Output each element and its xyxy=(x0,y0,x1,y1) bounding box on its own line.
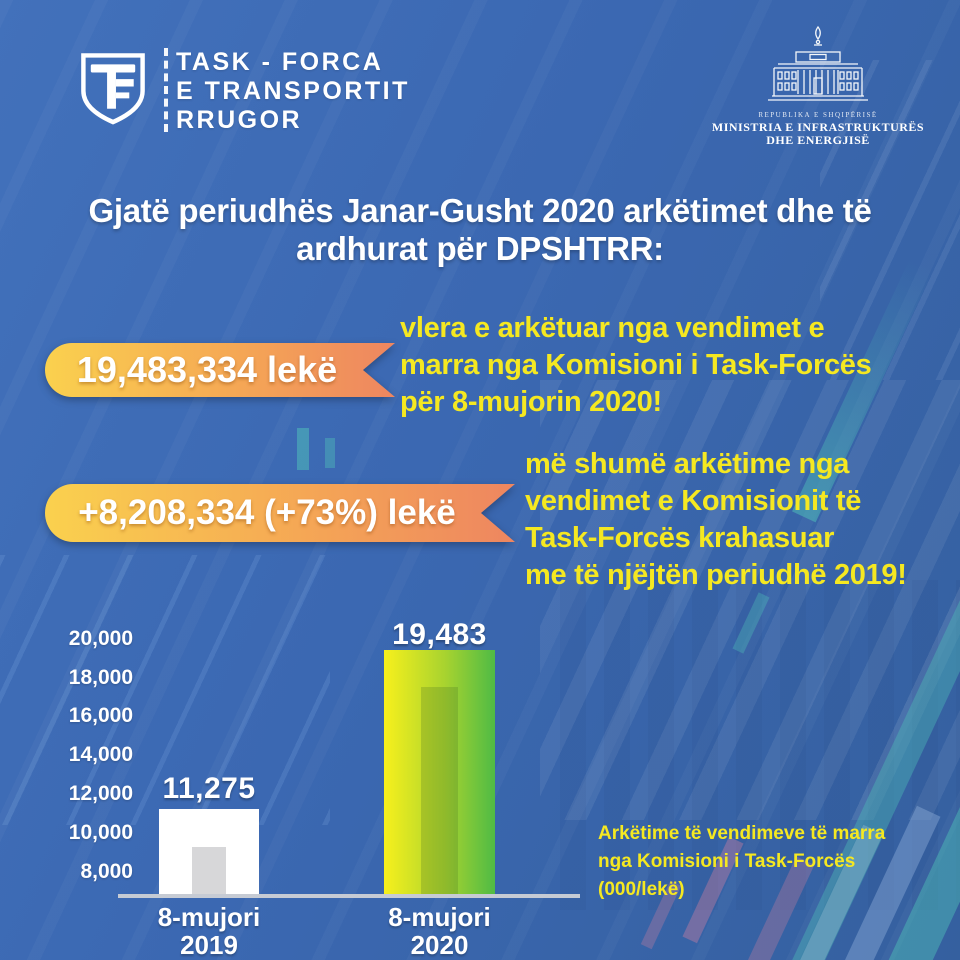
bar-value-2020: 19,483 xyxy=(392,618,487,651)
ministry-name-label: MINISTRIA E INFRASTRUKTURËS DHE ENERGJIS… xyxy=(711,120,925,147)
taskforce-logo-line3: RRUGOR xyxy=(176,106,303,134)
bar-2020 xyxy=(384,650,495,896)
x-axis-label-2020: 8-mujori 2020 xyxy=(388,902,491,960)
y-axis-tick: 16,000 xyxy=(68,704,133,727)
x-axis-line xyxy=(118,894,580,898)
bar-value-2019: 11,275 xyxy=(162,772,256,805)
y-axis-tick: 20,000 xyxy=(68,627,133,650)
ministry-republic-label: REPUBLIKA E SHQIPËRISË xyxy=(758,111,878,119)
taskforce-logo-line1: TASK - FORCA xyxy=(176,48,384,76)
y-axis-tick: 18,000 xyxy=(68,666,133,689)
taskforce-shield-icon xyxy=(81,53,145,125)
highlight-badge-2020: 19,483,334 lekë xyxy=(45,343,395,397)
dashed-divider xyxy=(164,48,168,132)
taskforce-logo-line2: E TRANSPORTIT xyxy=(176,77,410,105)
ribbon-shape xyxy=(45,343,395,397)
y-axis-tick: 14,000 xyxy=(68,743,133,766)
ministry-logo: REPUBLIKA E SHQIPËRISË MINISTRIA E INFRA… xyxy=(700,24,936,147)
bar-2019 xyxy=(159,809,259,896)
page-title: Gjatë periudhës Janar-Gusht 2020 arkëtim… xyxy=(88,192,872,267)
ribbon-shape xyxy=(45,484,515,542)
bar-inner-shade xyxy=(192,847,226,896)
ministry-building-icon xyxy=(768,25,868,101)
highlight-description-2020: vlera e arkëtuar nga vendimet e marra ng… xyxy=(400,312,872,418)
highlight-badge-diff: +8,208,334 (+73%) lekë xyxy=(45,484,515,542)
y-axis-tick: 8,000 xyxy=(80,860,133,883)
x-axis-label-2019: 8-mujori 2019 xyxy=(157,902,261,960)
bar-inner-shade xyxy=(420,686,459,896)
highlight-badge-2020-value: 19,483,334 lekë xyxy=(76,349,338,390)
highlight-badge-diff-value: +8,208,334 (+73%) lekë xyxy=(78,493,456,532)
taskforce-logo: TASK - FORCA E TRANSPORTIT RRUGOR xyxy=(76,42,410,135)
highlight-description-diff: më shumë arkëtime nga vendimet e Komisio… xyxy=(525,448,907,591)
chart-legend: Arkëtime të vendimeve të marra nga Komis… xyxy=(598,823,886,900)
y-axis-tick: 10,000 xyxy=(68,821,133,844)
y-axis-tick: 12,000 xyxy=(68,782,133,805)
